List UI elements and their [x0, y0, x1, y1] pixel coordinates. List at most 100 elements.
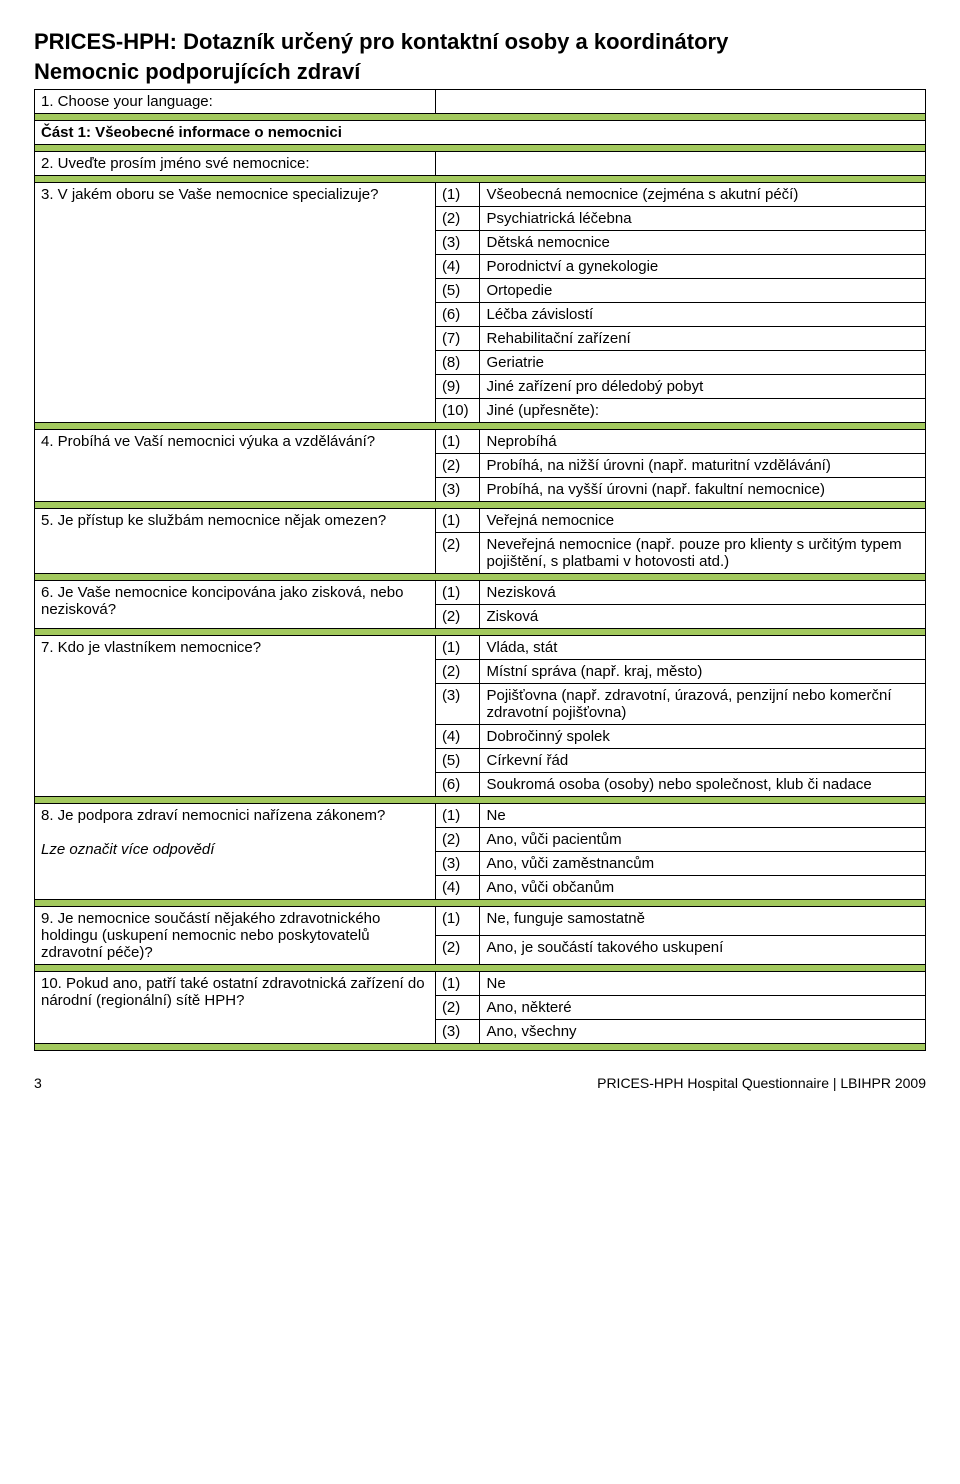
q5-opt-text[interactable]: Veřejná nemocnice — [480, 509, 926, 533]
q7-opt-num[interactable]: (6) — [435, 773, 480, 797]
q3-opt-text[interactable]: Jiné (upřesněte): — [480, 399, 926, 423]
q7-opt-text[interactable]: Vláda, stát — [480, 636, 926, 660]
separator — [35, 900, 926, 907]
q10-text: 10. Pokud ano, patří také ostatní zdravo… — [35, 972, 436, 1044]
q8-opt-num[interactable]: (4) — [435, 876, 480, 900]
q8-opt-num[interactable]: (1) — [435, 804, 480, 828]
q7-opt-num[interactable]: (5) — [435, 749, 480, 773]
q10-opt-text[interactable]: Ano, všechny — [480, 1020, 926, 1044]
q3-opt-text[interactable]: Ortopedie — [480, 279, 926, 303]
q4-opt-num[interactable]: (3) — [435, 478, 480, 502]
q7-opt-num[interactable]: (3) — [435, 684, 480, 725]
q7-opt-num[interactable]: (4) — [435, 725, 480, 749]
q3-opt-text[interactable]: Všeobecná nemocnice (zejména s akutní pé… — [480, 183, 926, 207]
q4-opt-num[interactable]: (2) — [435, 454, 480, 478]
q3-opt-num[interactable]: (2) — [435, 207, 480, 231]
q3-opt-num[interactable]: (8) — [435, 351, 480, 375]
section1-title: Část 1: Všeobecné informace o nemocnici — [35, 121, 926, 145]
q3-opt-num[interactable]: (10) — [435, 399, 480, 423]
separator — [35, 502, 926, 509]
q3-opt-text[interactable]: Rehabilitační zařízení — [480, 327, 926, 351]
q8-opt-text[interactable]: Ne — [480, 804, 926, 828]
q5-opt-text[interactable]: Neveřejná nemocnice (např. pouze pro kli… — [480, 533, 926, 574]
separator — [35, 423, 926, 430]
section1-row: Část 1: Všeobecné informace o nemocnici — [35, 121, 926, 145]
q4-text: 4. Probíhá ve Vaší nemocnici výuka a vzd… — [35, 430, 436, 502]
doc-title-line2: Nemocnic podporujících zdraví — [34, 58, 926, 86]
separator — [35, 114, 926, 121]
q3-opt-text[interactable]: Léčba závislostí — [480, 303, 926, 327]
q3-row: 3. V jakém oboru se Vaše nemocnice speci… — [35, 183, 926, 207]
q3-opt-num[interactable]: (1) — [435, 183, 480, 207]
q7-opt-text[interactable]: Dobročinný spolek — [480, 725, 926, 749]
q9-opt-num[interactable]: (2) — [435, 936, 480, 965]
q3-opt-text[interactable]: Porodnictví a gynekologie — [480, 255, 926, 279]
q5-row: 5. Je přístup ke službám nemocnice nějak… — [35, 509, 926, 533]
q6-opt-num[interactable]: (2) — [435, 605, 480, 629]
separator — [35, 629, 926, 636]
q4-opt-text[interactable]: Probíhá, na vyšší úrovni (např. fakultní… — [480, 478, 926, 502]
q8-opt-num[interactable]: (2) — [435, 828, 480, 852]
q6-opt-text[interactable]: Nezisková — [480, 581, 926, 605]
separator — [35, 176, 926, 183]
q3-opt-text[interactable]: Psychiatrická léčebna — [480, 207, 926, 231]
q8-opt-num[interactable]: (3) — [435, 852, 480, 876]
q6-text: 6. Je Vaše nemocnice koncipována jako zi… — [35, 581, 436, 629]
q4-opt-text[interactable]: Neprobíhá — [480, 430, 926, 454]
q4-opt-num[interactable]: (1) — [435, 430, 480, 454]
q3-opt-num[interactable]: (3) — [435, 231, 480, 255]
q1-text: 1. Choose your language: — [35, 90, 436, 114]
q1-answer-blank[interactable] — [435, 90, 925, 114]
q9-opt-text[interactable]: Ne, funguje samostatně — [480, 907, 926, 936]
page-footer: 3 PRICES-HPH Hospital Questionnaire | LB… — [34, 1075, 926, 1091]
separator — [35, 797, 926, 804]
q3-opt-num[interactable]: (4) — [435, 255, 480, 279]
q7-opt-text[interactable]: Soukromá osoba (osoby) nebo společnost, … — [480, 773, 926, 797]
q8-text: 8. Je podpora zdraví nemocnici nařízena … — [35, 804, 436, 900]
q6-opt-text[interactable]: Zisková — [480, 605, 926, 629]
q3-opt-num[interactable]: (6) — [435, 303, 480, 327]
q7-row: 7. Kdo je vlastníkem nemocnice? (1) Vlád… — [35, 636, 926, 660]
q4-row: 4. Probíhá ve Vaší nemocnici výuka a vzd… — [35, 430, 926, 454]
q7-opt-text[interactable]: Pojišťovna (např. zdravotní, úrazová, pe… — [480, 684, 926, 725]
q10-opt-text[interactable]: Ne — [480, 972, 926, 996]
q3-opt-text[interactable]: Geriatrie — [480, 351, 926, 375]
q7-opt-text[interactable]: Místní správa (např. kraj, město) — [480, 660, 926, 684]
q10-opt-num[interactable]: (3) — [435, 1020, 480, 1044]
q10-row: 10. Pokud ano, patří také ostatní zdravo… — [35, 972, 926, 996]
q5-opt-num[interactable]: (2) — [435, 533, 480, 574]
q8-opt-text[interactable]: Ano, vůči zaměstnancům — [480, 852, 926, 876]
q3-text: 3. V jakém oboru se Vaše nemocnice speci… — [35, 183, 436, 423]
q3-opt-num[interactable]: (7) — [435, 327, 480, 351]
q6-opt-num[interactable]: (1) — [435, 581, 480, 605]
separator — [35, 574, 926, 581]
q7-opt-text[interactable]: Církevní řád — [480, 749, 926, 773]
q10-opt-text[interactable]: Ano, některé — [480, 996, 926, 1020]
doc-title-line1: PRICES-HPH: Dotazník určený pro kontaktn… — [34, 28, 926, 56]
questionnaire-table: 1. Choose your language: Část 1: Všeobec… — [34, 89, 926, 1051]
separator — [35, 1044, 926, 1051]
q7-text: 7. Kdo je vlastníkem nemocnice? — [35, 636, 436, 797]
q9-opt-num[interactable]: (1) — [435, 907, 480, 936]
q8-question: 8. Je podpora zdraví nemocnici nařízena … — [41, 807, 385, 824]
q3-opt-text[interactable]: Dětská nemocnice — [480, 231, 926, 255]
q9-row: 9. Je nemocnice součástí nějakého zdravo… — [35, 907, 926, 936]
q4-opt-text[interactable]: Probíhá, na nižší úrovni (např. maturitn… — [480, 454, 926, 478]
q8-opt-text[interactable]: Ano, vůči občanům — [480, 876, 926, 900]
q8-opt-text[interactable]: Ano, vůči pacientům — [480, 828, 926, 852]
q7-opt-num[interactable]: (2) — [435, 660, 480, 684]
q8-note: Lze označit více odpovědí — [41, 841, 214, 858]
q5-opt-num[interactable]: (1) — [435, 509, 480, 533]
q3-opt-text[interactable]: Jiné zařízení pro déledobý pobyt — [480, 375, 926, 399]
separator — [35, 965, 926, 972]
q10-opt-num[interactable]: (2) — [435, 996, 480, 1020]
q3-opt-num[interactable]: (5) — [435, 279, 480, 303]
q7-opt-num[interactable]: (1) — [435, 636, 480, 660]
q9-opt-text[interactable]: Ano, je součástí takového uskupení — [480, 936, 926, 965]
q10-opt-num[interactable]: (1) — [435, 972, 480, 996]
q2-answer-blank[interactable] — [435, 152, 925, 176]
q9-text: 9. Je nemocnice součástí nějakého zdravo… — [35, 907, 436, 965]
q2-text: 2. Uveďte prosím jméno své nemocnice: — [35, 152, 436, 176]
q3-opt-num[interactable]: (9) — [435, 375, 480, 399]
page-number: 3 — [34, 1075, 42, 1091]
